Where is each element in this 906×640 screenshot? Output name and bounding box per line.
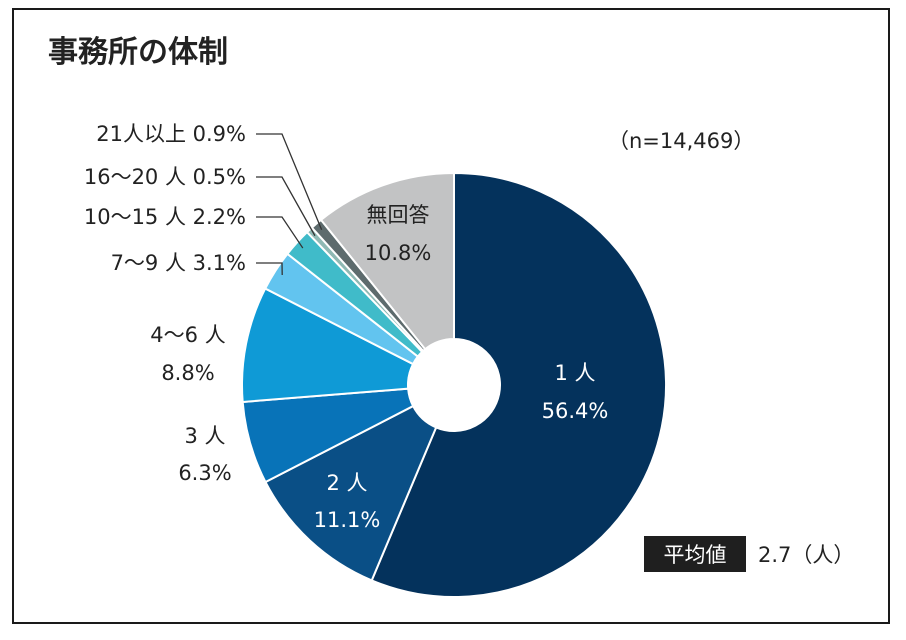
slice-3 [241,287,415,404]
average-label: 平均値 [664,543,727,567]
slice-name-8: 無回答 [367,203,430,227]
slice-value-0: 56.4% [542,399,609,423]
leader-lines-group [256,133,323,275]
slice-label-4: 7〜9 人 3.1% [111,251,246,275]
slice-label-6: 16〜20 人 0.5% [84,165,246,189]
slice-value-1: 11.1% [314,508,381,532]
leader-line-4 [256,262,283,275]
sample-size: （n=14,469） [608,129,754,153]
chart-title: 事務所の体制 [48,35,228,70]
leader-line-7 [256,133,323,231]
slice-label-7: 21人以上 0.9% [96,122,246,146]
slice-labels-group: 1 人 56.4% 2 人 11.1% 3 人 6.3% 4〜6 人 8.8% 7〜9 人 3.… [84,122,609,532]
slice-value-8: 10.8% [365,241,432,265]
average-value: 2.7（人） [758,543,854,567]
slice-name-2: 3 人 [184,424,225,448]
slice-8 [319,171,455,351]
slice-name-0: 1 人 [554,361,595,385]
slice-label-5: 10〜15 人 2.2% [84,205,246,229]
slices-group [241,171,667,598]
slice-1 [264,404,438,582]
leader-line-6 [256,176,316,237]
slice-value-3: 8.8% [161,361,214,385]
slice-0 [370,171,667,598]
slice-name-1: 2 人 [326,471,367,495]
leader-line-5 [256,216,304,249]
average-badge [644,536,746,572]
slice-name-3: 4〜6 人 [150,323,225,347]
slice-value-2: 6.3% [178,461,231,485]
